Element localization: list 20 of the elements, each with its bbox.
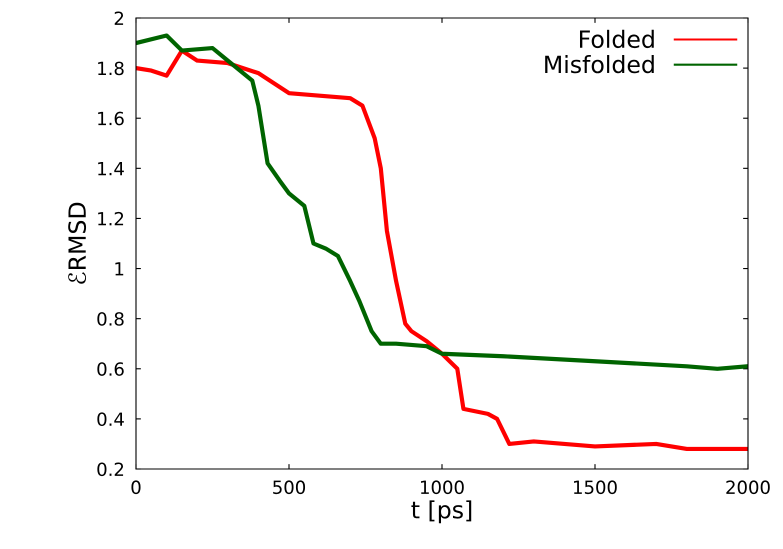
y-tick-label: 1.2 bbox=[98, 212, 124, 226]
y-tick-label: 0.4 bbox=[97, 412, 124, 426]
line-series bbox=[136, 48, 748, 452]
legend-label: Folded bbox=[580, 30, 654, 48]
x-tick-label: 0 bbox=[131, 480, 141, 494]
legend-label: Misfolded bbox=[545, 55, 654, 74]
x-tick-label: 1000 bbox=[421, 480, 464, 494]
y-tick-label: 0.2 bbox=[97, 462, 124, 476]
y-axis-title: ℰRMSD bbox=[68, 202, 86, 284]
y-tick-label: 1.6 bbox=[98, 112, 124, 126]
x-tick-label: 500 bbox=[273, 480, 306, 494]
x-tick-label: 1500 bbox=[574, 480, 617, 494]
x-tick-label: 2000 bbox=[726, 480, 770, 494]
y-tick-label: 1.4 bbox=[98, 162, 124, 176]
x-axis-title: t [ps] bbox=[411, 500, 472, 524]
y-tick-label: 1 bbox=[115, 262, 124, 276]
y-tick-label: 0.8 bbox=[97, 312, 124, 326]
y-tick-label: 1.8 bbox=[98, 62, 124, 76]
y-tick-label: 2 bbox=[114, 11, 124, 25]
y-tick-label: 0.6 bbox=[97, 362, 124, 376]
